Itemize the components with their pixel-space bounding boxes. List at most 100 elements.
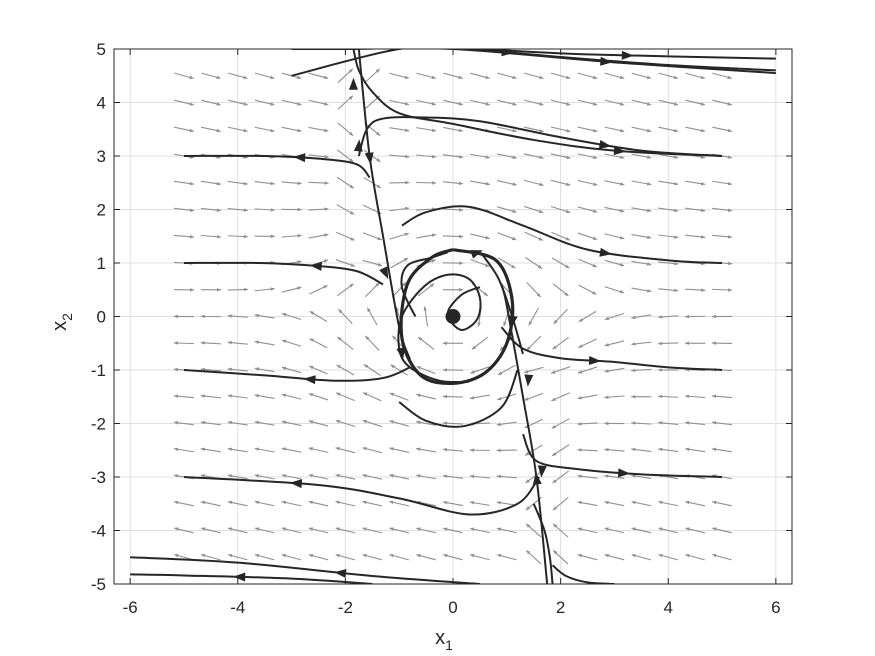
field-arrow bbox=[631, 234, 652, 239]
field-arrow bbox=[469, 180, 491, 186]
field-arrow bbox=[604, 447, 625, 452]
field-arrow bbox=[336, 364, 355, 376]
field-arrow bbox=[684, 500, 706, 507]
trajectory bbox=[130, 556, 480, 584]
field-arrow bbox=[550, 179, 571, 186]
field-arrow bbox=[336, 176, 355, 189]
field-arrow bbox=[525, 257, 543, 269]
y-tick-label: -2 bbox=[91, 415, 106, 434]
field-arrow bbox=[364, 68, 381, 83]
field-arrow bbox=[364, 282, 380, 298]
field-arrow bbox=[389, 72, 410, 79]
field-arrow bbox=[497, 72, 517, 80]
x-tick-label: -2 bbox=[338, 598, 353, 617]
field-arrow bbox=[496, 153, 518, 159]
field-arrow bbox=[173, 500, 194, 507]
field-arrow bbox=[389, 420, 409, 427]
trajectory-arrow bbox=[303, 375, 316, 385]
y-tick-label: -5 bbox=[91, 575, 106, 594]
field-arrow bbox=[200, 367, 221, 372]
field-arrow bbox=[335, 419, 356, 428]
field-arrow bbox=[470, 72, 490, 80]
field-arrow bbox=[525, 470, 543, 484]
trajectory bbox=[522, 433, 723, 478]
field-arrow bbox=[526, 282, 542, 298]
y-tick-label: -4 bbox=[91, 522, 106, 541]
field-arrow bbox=[389, 527, 410, 534]
field-arrow bbox=[388, 500, 410, 507]
field-arrow bbox=[469, 474, 490, 479]
field-arrow bbox=[308, 181, 329, 185]
trajectory-arrow bbox=[600, 56, 613, 66]
trajectory-arrow bbox=[334, 568, 347, 578]
field-arrow bbox=[308, 365, 328, 375]
field-arrow bbox=[684, 447, 706, 453]
field-arrow bbox=[416, 207, 437, 211]
x-tick-label: 6 bbox=[771, 598, 780, 617]
trajectory-arrow bbox=[598, 139, 612, 149]
field-arrow bbox=[336, 204, 355, 215]
field-arrow bbox=[578, 310, 597, 323]
field-arrow bbox=[281, 99, 302, 106]
field-arrow bbox=[524, 231, 544, 241]
field-arrow bbox=[442, 500, 463, 507]
field-arrow bbox=[390, 257, 409, 269]
field-arrow bbox=[337, 149, 354, 163]
field-arrow bbox=[389, 553, 409, 561]
field-arrow bbox=[362, 419, 382, 428]
field-arrow bbox=[415, 420, 437, 426]
field-arrow bbox=[496, 527, 517, 534]
field-arrow bbox=[335, 500, 356, 507]
field-arrow bbox=[528, 307, 540, 326]
field-arrow bbox=[550, 205, 571, 214]
field-arrow bbox=[443, 154, 464, 159]
field-arrow bbox=[523, 179, 544, 186]
field-arrow bbox=[712, 207, 733, 212]
field-arrow bbox=[712, 99, 733, 106]
field-arrow bbox=[173, 421, 194, 426]
trajectory-arrow bbox=[293, 153, 306, 163]
field-arrow bbox=[173, 341, 194, 345]
field-arrow bbox=[496, 393, 517, 401]
field-arrow bbox=[658, 234, 679, 239]
field-arrow bbox=[200, 180, 222, 186]
field-arrow bbox=[442, 394, 464, 399]
field-arrow bbox=[684, 368, 706, 372]
field-arrow bbox=[630, 341, 652, 346]
field-arrow bbox=[577, 422, 598, 426]
field-arrow bbox=[337, 95, 354, 110]
field-arrow bbox=[416, 99, 437, 106]
trajectory-arrow bbox=[353, 139, 363, 152]
field-arrow bbox=[227, 72, 248, 80]
trajectory-arrow bbox=[379, 266, 389, 280]
field-arrow bbox=[254, 340, 275, 346]
field-arrow bbox=[227, 314, 248, 318]
trajectory-arrow bbox=[537, 465, 547, 478]
field-arrow bbox=[227, 527, 248, 534]
field-arrow bbox=[227, 394, 248, 399]
field-arrow bbox=[416, 233, 437, 239]
field-arrow bbox=[281, 366, 302, 374]
field-arrow bbox=[227, 340, 248, 345]
field-arrow bbox=[416, 72, 437, 79]
field-arrow bbox=[335, 553, 356, 561]
field-arrow bbox=[443, 99, 464, 106]
field-arrow bbox=[658, 207, 679, 213]
field-arrow bbox=[658, 126, 679, 133]
field-arrow bbox=[497, 364, 516, 376]
field-arrow bbox=[308, 553, 329, 561]
y-tick-label: 0 bbox=[97, 308, 106, 327]
x-tick-label: -4 bbox=[230, 598, 245, 617]
field-arrow bbox=[254, 367, 275, 373]
field-arrow bbox=[200, 553, 221, 561]
field-arrow bbox=[362, 473, 383, 480]
trajectory-arrow bbox=[470, 250, 483, 259]
field-arrow bbox=[658, 180, 679, 186]
field-arrow bbox=[658, 500, 679, 507]
trajectory-arrow bbox=[364, 152, 374, 165]
field-arrow bbox=[553, 308, 568, 325]
x-tick-label: -6 bbox=[123, 598, 138, 617]
field-arrow bbox=[550, 72, 571, 80]
field-arrow bbox=[337, 283, 354, 297]
